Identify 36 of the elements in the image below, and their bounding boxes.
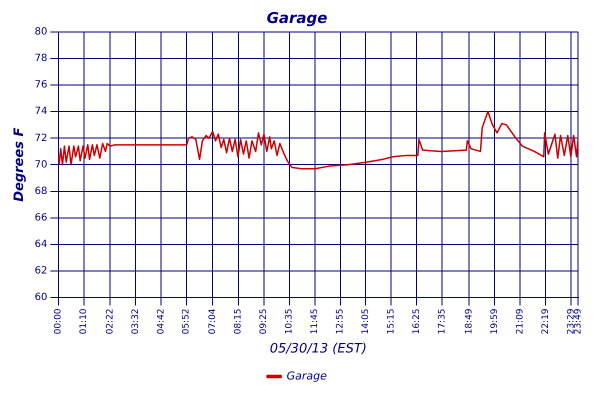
- x-tick-label: 17:35: [437, 308, 448, 334]
- x-tick-label: 16:25: [412, 308, 422, 334]
- x-tick-label: 07:04: [208, 308, 218, 334]
- x-tick-label: 21:09: [515, 308, 526, 334]
- y-tick-label: 60: [34, 292, 48, 304]
- x-tick-label: 11:45: [310, 308, 320, 334]
- x-tick-label: 05:52: [182, 308, 192, 334]
- y-tick-label: 72: [34, 132, 48, 144]
- x-tick-label: 10:35: [284, 308, 295, 334]
- y-tick-label: 70: [34, 159, 48, 170]
- y-tick-label: 68: [34, 186, 48, 197]
- y-tick-label: 64: [34, 238, 48, 250]
- x-tick-label: 04:42: [156, 308, 166, 334]
- x-tick-label: 15:15: [386, 308, 397, 334]
- x-tick-label: 00:00: [54, 308, 64, 334]
- chart-title: Garage: [266, 8, 328, 27]
- x-tick-label: 09:25: [259, 308, 270, 334]
- y-tick-label: 62: [34, 266, 48, 277]
- y-axis-title: Degrees F: [12, 128, 28, 202]
- y-tick-label: 80: [34, 26, 48, 38]
- x-axis-title: 05/30/13 (EST): [270, 342, 367, 357]
- x-tick-label: 03:32: [130, 308, 141, 334]
- y-tick-label: 74: [34, 106, 48, 118]
- x-tick-label: 14:05: [361, 308, 372, 334]
- legend-label: Garage: [286, 369, 328, 382]
- y-tick-label: 76: [34, 80, 48, 91]
- y-tick-label: 78: [34, 53, 48, 64]
- x-tick-label: 22:19: [540, 308, 551, 334]
- x-tick-label: 18:49: [464, 308, 474, 334]
- x-tick-label: 08:15: [234, 308, 244, 334]
- x-tick-label: 12:55: [336, 308, 346, 334]
- x-tick-label: 23:49: [574, 308, 584, 334]
- x-tick-label: 01:10: [79, 308, 90, 334]
- x-tick-label: 02:22: [105, 308, 116, 334]
- y-tick-label: 66: [34, 212, 48, 224]
- x-tick-label: 19:59: [490, 308, 500, 334]
